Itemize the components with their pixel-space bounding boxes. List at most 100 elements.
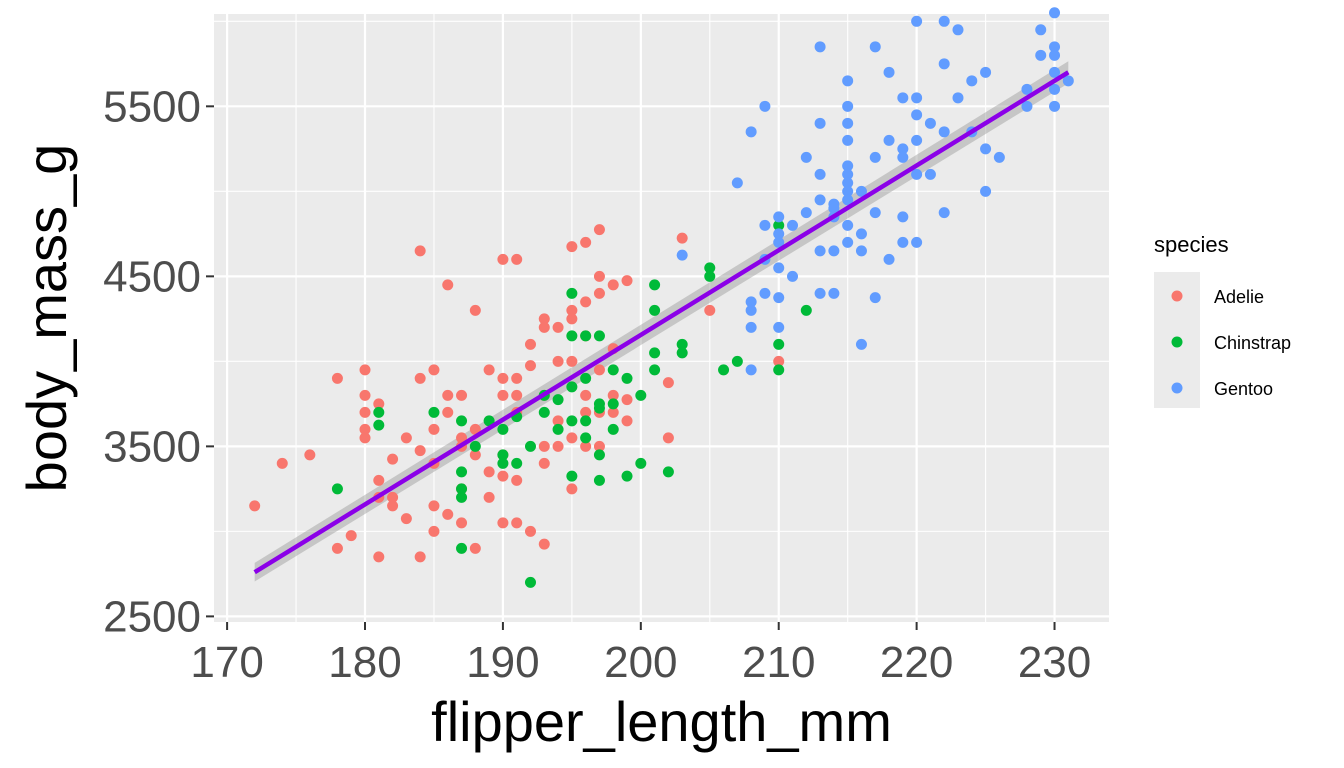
data-point-chinstrap [331,483,343,495]
data-point-adelie [442,406,454,418]
data-point-adelie [428,364,440,376]
data-point-gentoo [1049,66,1061,78]
data-point-gentoo [676,249,688,261]
data-point-chinstrap [456,491,468,503]
data-point-adelie [538,538,550,550]
data-point-gentoo [980,66,992,78]
data-point-gentoo [897,143,909,155]
data-point-adelie [359,406,371,418]
data-point-gentoo [938,207,950,219]
data-point-chinstrap [428,406,440,418]
data-point-adelie [359,423,371,435]
data-point-chinstrap [511,457,523,469]
data-point-adelie [593,440,605,452]
data-point-gentoo [745,296,757,308]
data-point-adelie [593,224,605,236]
data-point-chinstrap [676,338,688,350]
data-point-chinstrap [566,415,578,427]
data-point-adelie [566,432,578,444]
data-point-chinstrap [676,347,688,359]
data-point-adelie [773,355,785,367]
data-point-gentoo [1049,7,1061,19]
data-point-gentoo [842,219,854,231]
data-point-adelie [704,304,716,316]
data-point-adelie [428,500,440,512]
data-point-chinstrap [524,440,536,452]
data-point-adelie [566,241,578,253]
data-point-gentoo [855,245,867,257]
x-tick-label: 200 [604,638,677,687]
data-point-adelie [524,360,536,372]
data-point-gentoo [828,287,840,299]
data-point-adelie [276,457,288,469]
x-tick-label: 220 [880,638,953,687]
data-point-gentoo [966,75,978,87]
data-point-gentoo [911,236,923,248]
data-point-adelie [249,500,261,512]
data-point-adelie [414,372,426,384]
data-point-gentoo [980,143,992,155]
data-point-gentoo [828,245,840,257]
data-point-adelie [373,551,385,563]
data-point-adelie [456,389,468,401]
data-point-adelie [469,542,481,554]
data-point-gentoo [787,219,799,231]
data-point-gentoo [787,270,799,282]
data-point-adelie [552,440,564,452]
data-point-adelie [359,389,371,401]
data-point-adelie [621,415,633,427]
data-point-gentoo [938,58,950,70]
trend-line-group [253,70,1070,575]
data-point-adelie [511,474,523,486]
data-point-adelie [580,296,592,308]
data-point-adelie [387,500,399,512]
data-point-gentoo [897,236,909,248]
data-point-gentoo [1049,41,1061,53]
data-point-chinstrap [635,389,647,401]
data-point-adelie [593,270,605,282]
legend-key-chinstrap [1171,336,1183,348]
data-point-gentoo [731,177,743,189]
legend: species Adelie Chinstrap Gentoo [1154,232,1291,408]
data-point-adelie [662,377,674,389]
data-point-adelie [428,525,440,537]
data-point-chinstrap [773,338,785,350]
trend-line [253,70,1070,575]
data-point-chinstrap [552,394,564,406]
data-point-gentoo [759,219,771,231]
data-point-chinstrap [593,449,605,461]
legend-label-adelie: Adelie [1214,287,1264,307]
data-point-adelie [387,453,399,465]
data-point-chinstrap [456,466,468,478]
data-point-gentoo [883,66,895,78]
data-point-adelie [580,389,592,401]
x-tick-label: 180 [328,638,401,687]
data-point-gentoo [773,262,785,274]
data-point-adelie [580,440,592,452]
y-tick-labels: 2500 3500 4500 5500 [103,82,201,641]
data-point-chinstrap [635,457,647,469]
data-point-gentoo [911,109,923,121]
data-point-chinstrap [524,576,536,588]
data-point-gentoo [883,253,895,265]
data-point-gentoo [869,292,881,304]
data-point-chinstrap [662,466,674,478]
data-point-chinstrap [607,364,619,376]
data-point-gentoo [814,194,826,206]
data-point-adelie [373,474,385,486]
data-point-gentoo [1049,49,1061,61]
data-point-adelie [511,253,523,265]
data-point-gentoo [897,151,909,163]
data-point-adelie [524,338,536,350]
data-point-chinstrap [773,364,785,376]
data-point-gentoo [745,126,757,138]
y-tick-label: 5500 [103,82,201,131]
data-point-chinstrap [718,364,730,376]
data-point-chinstrap [580,372,592,384]
data-point-chinstrap [704,262,716,274]
data-point-gentoo [814,245,826,257]
data-point-chinstrap [731,355,743,367]
data-point-chinstrap [649,347,661,359]
data-point-chinstrap [456,483,468,495]
data-point-chinstrap [469,440,481,452]
